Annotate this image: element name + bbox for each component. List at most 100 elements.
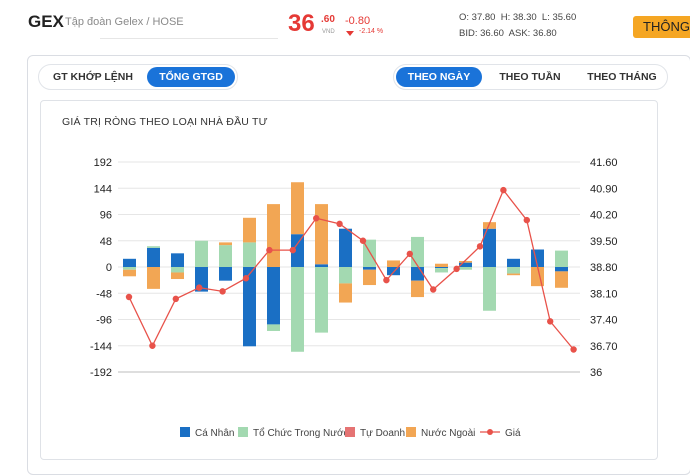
bar-segment-1 xyxy=(459,262,472,267)
price-point xyxy=(149,342,156,349)
bar-segment-4 xyxy=(507,273,520,276)
bar-segment-4 xyxy=(363,269,376,286)
bar-segment-2 xyxy=(195,240,208,267)
price-point xyxy=(359,237,367,244)
bar-segment-1 xyxy=(387,267,400,276)
price-change: -0.80 xyxy=(345,15,371,27)
tab-weekly[interactable]: THEO TUẦN xyxy=(499,71,561,83)
info-button[interactable]: THÔNG xyxy=(633,16,690,38)
bar-segment-2 xyxy=(435,268,448,273)
price-point xyxy=(125,293,133,301)
bar-segment-1 xyxy=(147,247,160,267)
y-right-tick-label: 39.50 xyxy=(590,236,618,248)
y-left-tick-label: 48 xyxy=(100,236,112,248)
price-point xyxy=(570,346,577,353)
legend-price-label: Giá xyxy=(505,428,521,439)
price-change-percent: -2.14 % xyxy=(359,28,384,35)
bar-segment-2 xyxy=(219,245,232,267)
bar-segment-1 xyxy=(435,267,448,269)
down-arrow-icon xyxy=(346,31,354,36)
legend-foreign-swatch xyxy=(406,427,416,437)
period-tabs: THEO NGÀY THEO TUẦN THEO THÁNG xyxy=(393,64,668,90)
bar-segment-2 xyxy=(171,267,184,273)
y-right-tick-label: 38.10 xyxy=(590,288,618,300)
bar-segment-1 xyxy=(219,267,232,281)
ticker-symbol: GEX xyxy=(28,12,64,31)
legend-domestic-institution-label: Tổ Chức Trong Nước xyxy=(253,427,349,439)
bar-segment-4 xyxy=(483,222,496,229)
y-left-tick-label: -144 xyxy=(90,341,112,353)
legend-proprietary-label: Tự Doanh xyxy=(360,428,405,439)
y-left-tick-label: 0 xyxy=(106,262,112,274)
bid-ask-values: BID: 36.60 ASK: 36.80 xyxy=(459,28,557,39)
bar-segment-1 xyxy=(411,267,424,281)
y-right-tick-label: 41.60 xyxy=(590,157,618,169)
bar-segment-1 xyxy=(483,228,496,267)
company-name: Tập đoàn Gelex / HOSE xyxy=(65,16,184,28)
price-unit: VND xyxy=(322,29,335,35)
y-left-tick-label: 96 xyxy=(100,210,112,222)
bar-segment-2 xyxy=(291,267,304,352)
bar-segment-4 xyxy=(411,280,424,298)
tab-daily[interactable]: THEO NGÀY xyxy=(396,67,482,87)
bar-segment-4 xyxy=(315,204,328,265)
y-left-tick-label: -192 xyxy=(90,367,112,379)
chart-title: GIÁ TRỊ RÒNG THEO LOẠI NHÀ ĐẦU TƯ xyxy=(62,116,268,128)
price-point xyxy=(219,288,226,295)
bar-segment-2 xyxy=(339,267,352,284)
price-point xyxy=(313,215,320,222)
legend-domestic-institution-swatch xyxy=(238,427,248,437)
price-point xyxy=(383,276,390,284)
bar-segment-4 xyxy=(123,269,136,277)
y-left-tick-label: -96 xyxy=(96,315,112,327)
stock-header: GEX Tập đoàn Gelex / HOSE 36 .60 VND -0.… xyxy=(0,0,690,52)
bar-segment-4 xyxy=(435,263,448,267)
bar-segment-1 xyxy=(291,234,304,267)
ohl-values: O: 37.80 H: 38.30 L: 35.60 xyxy=(459,12,577,23)
price-point xyxy=(500,186,507,194)
bar-segment-4 xyxy=(555,271,568,288)
price-decimal: .60 xyxy=(321,14,335,25)
y-left-tick-label: 144 xyxy=(94,183,112,195)
legend-foreign-label: Nước Ngoài xyxy=(421,428,475,439)
tab-matched-value[interactable]: GT KHỚP LỆNH xyxy=(53,71,133,83)
bar-segment-2 xyxy=(123,267,136,270)
bar-segment-2 xyxy=(267,324,280,331)
price-point xyxy=(289,246,296,254)
price-point xyxy=(406,250,413,258)
bar-segment-1 xyxy=(267,267,280,325)
bar-segment-2 xyxy=(243,242,256,267)
price-line xyxy=(128,188,575,350)
price-point xyxy=(242,275,250,282)
bar-segment-1 xyxy=(243,267,256,347)
price-integer: 36 xyxy=(288,10,315,37)
price-point xyxy=(336,220,343,228)
bar-segment-2 xyxy=(483,267,496,311)
tab-monthly[interactable]: THEO THÁNG xyxy=(587,71,657,83)
legend-proprietary-swatch xyxy=(345,427,355,437)
y-right-tick-label: 36.70 xyxy=(590,341,618,353)
price-point xyxy=(523,216,530,224)
y-right-tick-label: 40.90 xyxy=(590,183,618,195)
y-left-tick-label: -48 xyxy=(96,288,112,300)
bar-segment-4 xyxy=(171,272,184,280)
bar-segment-2 xyxy=(315,267,328,333)
bar-segment-1 xyxy=(315,264,328,267)
bar-segment-2 xyxy=(507,267,520,274)
bar-segment-2 xyxy=(411,236,424,267)
bar-segment-4 xyxy=(219,242,232,246)
price-point xyxy=(196,284,203,291)
bar-segment-1 xyxy=(171,253,184,267)
bar-segment-4 xyxy=(459,260,472,263)
price-point xyxy=(430,286,437,293)
price-point xyxy=(266,246,273,254)
legend-individual-label: Cá Nhân xyxy=(195,428,234,439)
tab-total-value[interactable]: TỔNG GTGD xyxy=(147,67,235,87)
bar-segment-4 xyxy=(339,283,352,303)
bar-segment-4 xyxy=(291,182,304,235)
price-point xyxy=(476,243,484,250)
bar-segment-1 xyxy=(123,258,136,267)
y-right-tick-label: 37.40 xyxy=(590,315,618,327)
value-type-tabs: GT KHỚP LỆNH TỔNG GTGD xyxy=(38,64,238,90)
